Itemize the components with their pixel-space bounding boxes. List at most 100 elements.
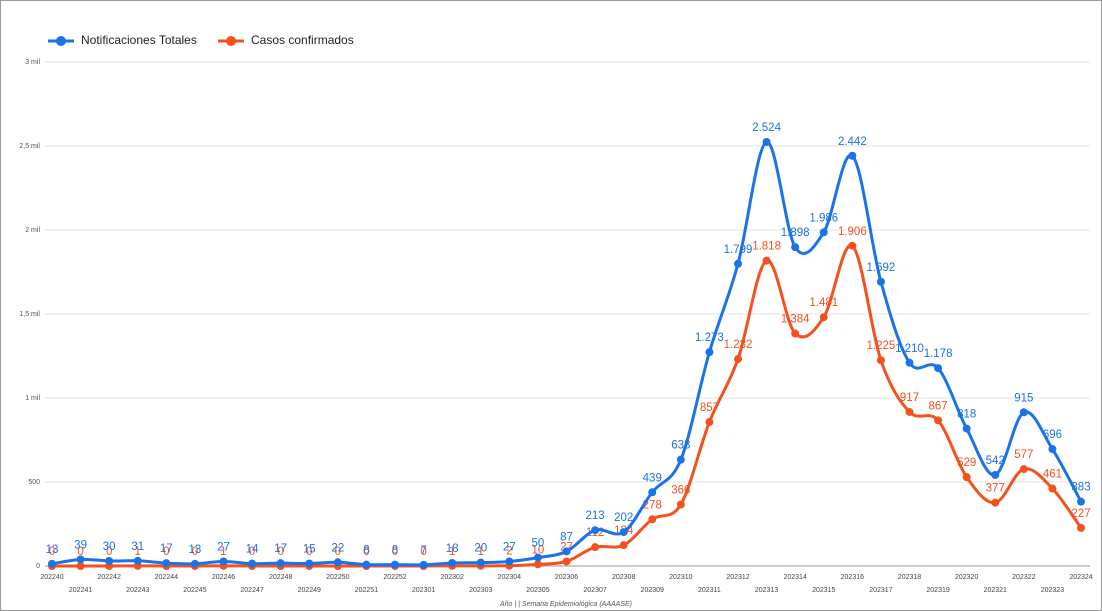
point	[734, 355, 742, 364]
x-tick-label: 202251	[355, 587, 378, 594]
data-label: 213	[585, 510, 604, 522]
legend-label: Casos confirmados	[251, 33, 354, 47]
legend-label: Notificaciones Totales	[81, 33, 197, 47]
data-label: 18	[446, 543, 459, 555]
y-tick-label: 2 mil	[25, 227, 40, 234]
data-label: 366	[671, 485, 690, 497]
x-tick-label: 202304	[498, 574, 521, 581]
data-label: 87	[560, 531, 573, 543]
legend-marker	[56, 36, 66, 46]
point	[248, 559, 257, 568]
point	[991, 470, 1000, 479]
x-tick-label: 202250	[326, 574, 349, 581]
data-label: 917	[900, 392, 919, 404]
x-tick-label: 202320	[955, 574, 978, 581]
point	[962, 473, 971, 482]
x-tick-label: 202247	[240, 587, 263, 594]
data-label: 1.225	[867, 340, 896, 352]
data-label: 1.384	[781, 314, 810, 326]
data-label: 377	[986, 483, 1005, 495]
data-label: 461	[1043, 469, 1062, 481]
x-tick-label: 202302	[440, 574, 463, 581]
point	[676, 455, 685, 464]
y-tick-label: 2,5 mil	[19, 143, 40, 150]
data-label: 1.210	[895, 343, 924, 355]
data-label: 818	[957, 409, 976, 421]
x-tick-label: 202319	[926, 587, 949, 594]
x-tick-label: 202316	[841, 574, 864, 581]
point	[276, 559, 285, 568]
data-label: 383	[1071, 482, 1090, 494]
point	[991, 498, 1000, 507]
x-tick-label: 202252	[383, 574, 406, 581]
point	[391, 560, 399, 569]
data-label: 1.906	[838, 226, 867, 238]
data-label: 0	[363, 546, 369, 558]
point	[619, 528, 628, 537]
point	[1019, 408, 1028, 417]
data-label: 1.692	[867, 262, 896, 274]
data-label: 50	[532, 538, 545, 550]
point	[533, 553, 542, 562]
x-tick-label: 202322	[1012, 574, 1035, 581]
x-tick-label: 202323	[1041, 587, 1064, 594]
x-tick-label: 202313	[755, 587, 778, 594]
data-label: 0	[392, 546, 398, 558]
point	[533, 560, 542, 569]
x-tick-label: 202241	[69, 587, 92, 594]
x-tick-label: 202310	[669, 574, 692, 581]
data-label: 39	[74, 539, 87, 551]
point	[162, 559, 171, 568]
point	[905, 358, 914, 367]
data-label: 13	[46, 544, 59, 556]
data-label: 227	[1071, 508, 1090, 520]
x-tick-label: 202321	[984, 587, 1007, 594]
data-label: 633	[671, 440, 690, 452]
y-tick-label: 1,5 mil	[19, 311, 40, 318]
data-label: 13	[189, 544, 202, 556]
data-label: 1	[449, 546, 455, 558]
data-label: 0	[335, 546, 341, 558]
x-tick-label: 202243	[126, 587, 149, 594]
point	[762, 137, 771, 146]
data-label: 577	[1014, 449, 1033, 461]
data-label: 529	[957, 457, 976, 469]
point	[934, 364, 943, 373]
data-label: 1	[478, 546, 484, 558]
data-label: 15	[303, 544, 316, 556]
legend-marker	[226, 36, 236, 46]
data-label: 0	[77, 546, 83, 558]
data-label: 0	[163, 546, 169, 558]
data-label: 2.442	[838, 136, 867, 148]
data-label: 1.898	[781, 227, 810, 239]
point	[791, 243, 800, 252]
data-label: 10	[532, 544, 545, 556]
point	[362, 560, 371, 569]
x-tick-label: 202308	[612, 574, 635, 581]
x-tick-label: 202311	[698, 587, 721, 594]
y-tick-label: 1 mil	[25, 395, 40, 402]
point	[48, 559, 56, 568]
point	[591, 543, 600, 552]
point	[448, 558, 457, 567]
data-label: 0	[49, 546, 55, 558]
point	[190, 559, 199, 568]
point	[1048, 484, 1057, 493]
x-tick-label: 202303	[469, 587, 492, 594]
data-label: 8	[392, 545, 398, 557]
data-label: 20	[474, 543, 487, 555]
x-tick-label: 202312	[726, 574, 749, 581]
data-label: 0	[192, 546, 198, 558]
data-label: 915	[1014, 392, 1033, 404]
point	[962, 424, 971, 433]
data-label: 1.986	[809, 212, 838, 224]
x-tick-label: 202305	[526, 587, 549, 594]
data-label: 1.178	[924, 348, 953, 360]
data-label: 0	[249, 546, 255, 558]
point	[705, 348, 714, 357]
data-label: 27	[217, 541, 230, 553]
point	[848, 151, 857, 160]
point	[819, 228, 828, 237]
data-label: 439	[643, 472, 662, 484]
data-label: 14	[246, 544, 259, 556]
